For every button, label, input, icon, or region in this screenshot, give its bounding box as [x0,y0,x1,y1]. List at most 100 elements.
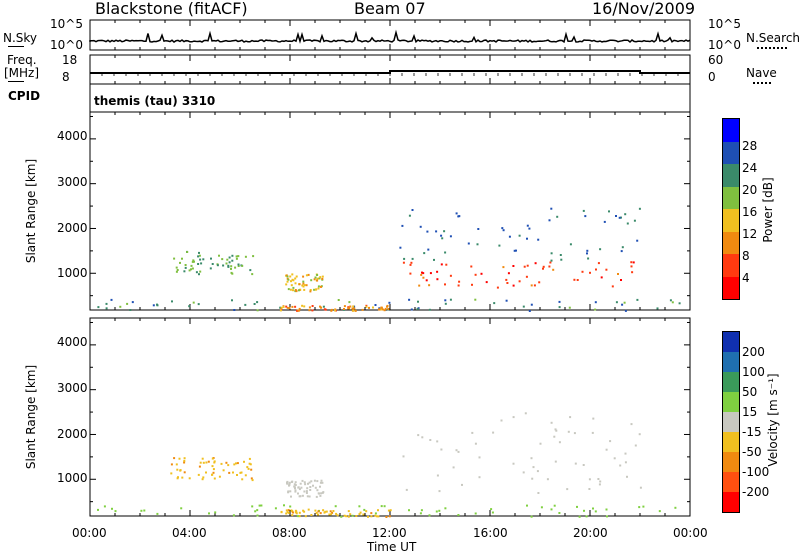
data-point [131,301,134,304]
data-point [512,416,515,419]
data-point [617,273,619,275]
data-point [302,285,305,288]
data-point [103,505,106,508]
data-point [294,490,297,493]
data-point [175,270,178,273]
power-ytick-3000: 3000 [57,175,88,189]
data-point [553,435,556,438]
data-point [244,303,247,306]
data-point [295,510,298,513]
data-point [97,306,100,309]
data-point [576,279,579,281]
data-point [315,495,318,498]
data-point [550,252,553,255]
data-point [455,449,458,452]
data-point [435,230,438,233]
data-point [218,254,220,257]
data-point [239,471,242,474]
noise-left-tick-low: 10^0 [50,38,83,52]
data-point [287,288,290,291]
data-point [310,480,313,483]
data-point [286,480,289,483]
data-point [363,508,366,511]
data-point [512,265,515,267]
data-point [588,478,591,481]
data-point [636,298,639,301]
data-point [550,259,553,262]
xtick-0000: 00:00 [72,526,107,540]
data-point [576,505,578,508]
data-point [179,261,181,264]
data-point [560,258,563,261]
data-point [623,301,626,304]
data-point [530,303,533,306]
data-point [597,478,600,480]
data-point [599,480,602,483]
data-point [573,278,576,281]
data-point [470,265,473,268]
data-point [303,284,306,287]
data-point [656,307,659,310]
velocity-cb-tick-m200: -200 [742,485,770,499]
data-point [208,512,210,515]
data-point [471,283,473,286]
data-point [530,284,533,287]
data-point [471,431,474,434]
velocity-ytick-4000: 4000 [57,335,88,349]
data-point [176,468,179,471]
data-point [197,303,200,306]
data-point [605,268,608,271]
data-point [526,264,529,267]
data-point [319,494,322,497]
data-point [458,280,461,283]
data-point [417,434,420,437]
data-point [526,224,529,227]
data-point [236,462,239,465]
data-point [444,302,447,305]
data-point [233,463,236,466]
data-point [592,507,594,510]
data-point [289,490,292,493]
data-point [523,265,526,268]
data-point [347,307,350,310]
data-point [286,280,289,283]
data-point [573,432,576,435]
data-point [508,235,511,238]
data-point [377,509,379,512]
data-point [549,261,552,264]
freq-tick-low: 8 [62,70,70,84]
data-point [435,510,438,513]
data-point [425,279,428,282]
data-point [250,468,253,471]
data-point [317,510,320,513]
data-point [402,261,405,264]
data-point [420,509,423,512]
data-point [309,290,312,293]
data-point [192,301,195,304]
data-point [290,280,292,283]
noise-sky-trace [89,29,691,44]
data-point [213,461,216,464]
data-point [403,257,406,260]
data-point [280,306,283,309]
data-point [308,495,311,498]
data-point [559,254,562,256]
data-point [498,244,501,247]
data-point [630,265,633,268]
data-point [555,429,558,432]
data-point [632,261,635,264]
data-point [624,213,627,216]
data-point [385,516,388,518]
data-point [569,416,572,419]
data-point [191,267,194,270]
data-point [600,276,603,279]
data-point [195,271,198,274]
data-point [512,284,515,287]
colorbar-segment [723,231,739,254]
data-point [193,260,195,263]
data-point [429,439,432,441]
data-point [294,484,297,486]
data-point [202,461,205,464]
data-point [191,260,194,263]
data-point [230,265,233,268]
